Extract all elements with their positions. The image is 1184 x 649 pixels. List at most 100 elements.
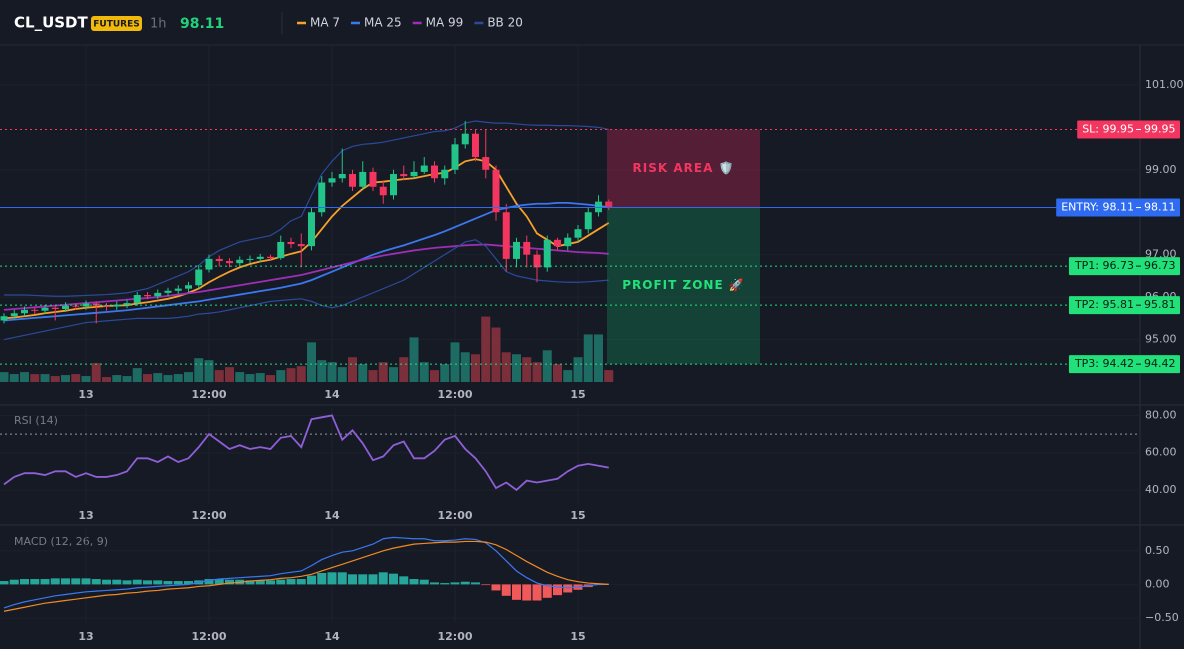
candle-body: [431, 165, 438, 179]
x-tick-label: 15: [570, 630, 585, 643]
volume-bar: [419, 362, 429, 382]
x-tick-label: 12:00: [437, 388, 472, 401]
candle-body: [103, 305, 110, 307]
y-tick-label: 80.00: [1145, 408, 1177, 421]
volume-bar: [71, 374, 81, 382]
x-tick-label: 14: [324, 388, 340, 401]
macd-title: MACD (12, 26, 9): [14, 535, 108, 548]
level-tag: [1068, 296, 1180, 315]
candle-body: [359, 171, 367, 187]
candle-body: [62, 305, 69, 309]
level-name: TP1: 96.73: [1074, 259, 1134, 272]
candle-body: [513, 241, 520, 259]
histogram-bar: [9, 579, 19, 585]
candle-body: [584, 212, 592, 230]
histogram-bar: [255, 580, 265, 585]
level-tag: [1056, 198, 1180, 217]
macd-line: [3, 540, 609, 612]
interval: 1h: [150, 17, 167, 32]
histogram-bar: [563, 584, 573, 593]
histogram-bar: [0, 581, 9, 585]
candle-body: [92, 303, 100, 306]
candle-body: [31, 309, 39, 311]
histogram-bar: [542, 584, 552, 598]
histogram-bar: [460, 581, 470, 585]
x-tick-label: 12:00: [191, 630, 226, 643]
candle-body: [277, 241, 285, 259]
histogram-bar: [368, 574, 378, 585]
candle-body: [297, 244, 305, 247]
candle-body: [287, 241, 295, 245]
histogram-bar: [522, 584, 532, 601]
level-price: 96.73: [1144, 259, 1176, 272]
volume-bar: [143, 374, 152, 382]
candle-body: [21, 309, 28, 314]
level-price: 99.95: [1144, 122, 1176, 135]
volume-bar: [296, 366, 306, 382]
volume-bar: [194, 358, 204, 382]
y-tick-label: 40.00: [1145, 483, 1177, 496]
symbol: CL_USDT: [14, 14, 89, 32]
x-tick-label: 12:00: [191, 509, 226, 522]
histogram-bar: [337, 572, 347, 585]
volume-bar: [132, 368, 142, 382]
profit-zone: [607, 207, 760, 365]
histogram-bar: [184, 581, 193, 585]
volume-bar: [389, 367, 398, 382]
histogram-bar: [348, 574, 357, 585]
volume-bar: [409, 337, 419, 382]
histogram-bar: [358, 574, 368, 585]
volume-bar: [553, 364, 562, 382]
volume-bar: [91, 363, 101, 382]
risk-zone: [607, 129, 760, 208]
badge-bg: [91, 16, 142, 31]
volume-bar: [573, 357, 583, 382]
volume-bar: [522, 357, 532, 382]
histogram-bar: [204, 579, 214, 585]
volume-bar: [122, 376, 132, 382]
volume-bar: [358, 364, 368, 382]
level-name: TP3: 94.42: [1074, 357, 1134, 370]
macd-line: [3, 536, 609, 609]
bollinger-band: [3, 239, 609, 341]
candle-body: [144, 294, 151, 297]
y-tick-label: 99.00: [1145, 163, 1177, 176]
rsi-line: [3, 414, 609, 492]
legend-label: MA 25: [364, 16, 402, 30]
candle-body: [390, 174, 397, 196]
volume-bar: [184, 372, 193, 382]
x-tick-label: 13: [78, 388, 93, 401]
volume-bar: [542, 350, 552, 382]
histogram-bar: [409, 579, 419, 585]
volume-bar: [173, 374, 183, 382]
level-price: 98.11: [1144, 201, 1176, 214]
volume-bar: [163, 375, 173, 382]
volume-bar: [563, 370, 573, 382]
histogram-bar: [225, 579, 234, 585]
histogram-bar: [378, 572, 388, 585]
legend-label: MA 99: [426, 16, 464, 30]
histogram-bar: [491, 584, 501, 591]
volume-bar: [112, 375, 122, 382]
candle-body: [72, 305, 80, 307]
histogram-bar: [471, 582, 480, 585]
candle-body: [164, 290, 172, 293]
histogram-bar: [481, 584, 491, 586]
histogram-bar: [20, 579, 29, 585]
candle-body: [246, 258, 254, 260]
x-tick-label: 12:00: [191, 388, 226, 401]
volume-bar: [214, 370, 224, 382]
volume-bar: [512, 354, 521, 382]
x-tick-label: 12:00: [437, 509, 472, 522]
volume-bar: [286, 368, 296, 382]
volume-bar: [266, 375, 275, 382]
volume-bar: [471, 354, 480, 382]
y-tick-label: 0.00: [1145, 577, 1170, 590]
histogram-bar: [81, 578, 91, 585]
candle-body: [482, 157, 490, 170]
candle-body: [267, 256, 274, 259]
level-tag: [1068, 257, 1180, 276]
volume-bar: [348, 357, 357, 382]
bollinger-band: [4, 120, 609, 297]
level-tag: [1068, 355, 1180, 374]
